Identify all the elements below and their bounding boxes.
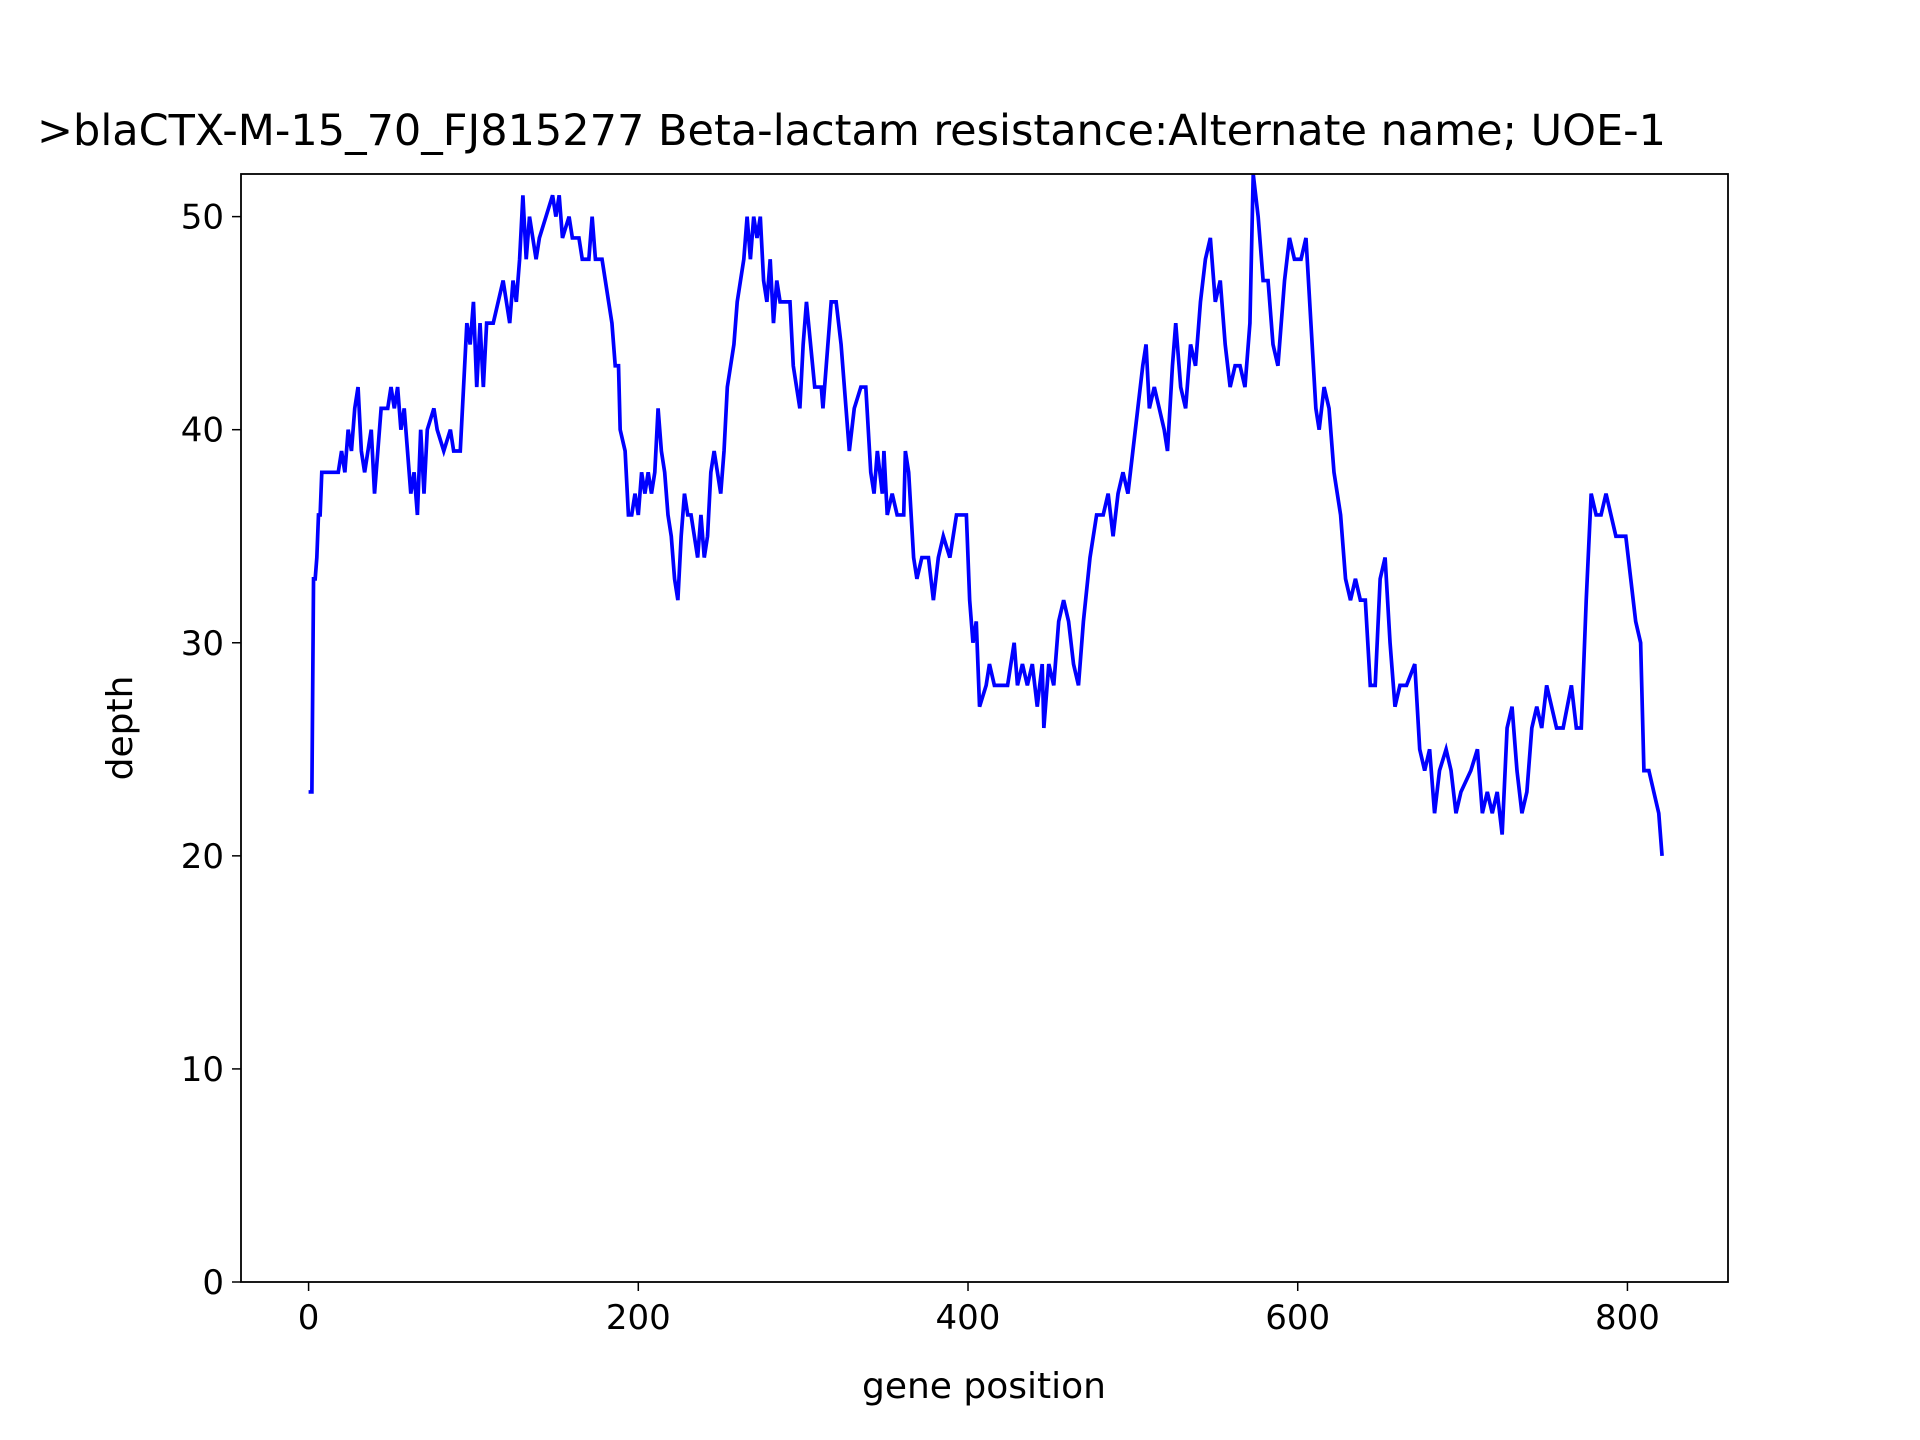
y-tick-label: 20 — [181, 837, 224, 877]
x-tick-label: 800 — [1595, 1298, 1660, 1338]
y-tick-label: 30 — [181, 624, 224, 664]
y-axis-label: depth — [100, 676, 141, 781]
y-tick-label: 10 — [181, 1050, 224, 1090]
y-tick-label: 50 — [181, 198, 224, 238]
y-tick-label: 0 — [202, 1263, 224, 1303]
plot-frame — [240, 173, 1729, 1283]
data-line — [308, 173, 1664, 856]
x-tick-label: 0 — [298, 1298, 320, 1338]
y-tick-label: 40 — [181, 411, 224, 451]
x-tick-label: 600 — [1265, 1298, 1330, 1338]
x-axis-label: gene position — [862, 1366, 1106, 1407]
chart-title: >blaCTX-M-15_70_FJ815277 Beta-lactam res… — [37, 106, 1666, 156]
x-tick-label: 200 — [606, 1298, 671, 1338]
x-tick-label: 400 — [936, 1298, 1001, 1338]
